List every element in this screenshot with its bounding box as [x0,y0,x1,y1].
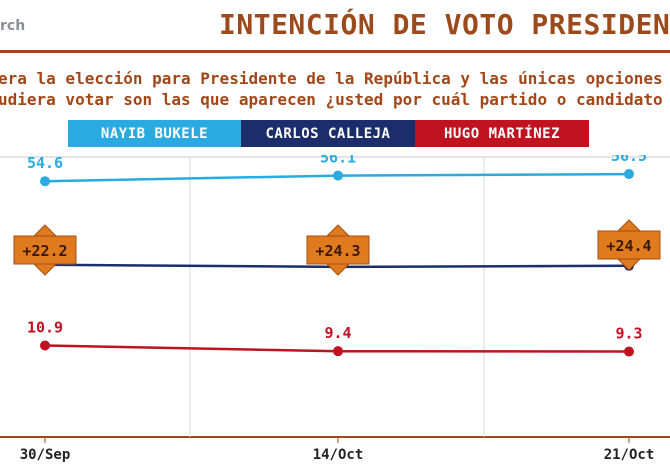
question-line-1: era la elección para Presidente de la Re… [0,69,670,88]
data-label-0-0: 54.6 [27,155,63,172]
legend: NAYIB BUKELE CARLOS CALLEJA HUGO MARTÍNE… [68,120,589,147]
question-line-2: udiera votar son las que aparecen ¿usted… [0,90,670,109]
data-label-2-2: 9.3 [615,325,642,343]
chart-title: INTENCIÓN DE VOTO PRESIDENC [219,8,670,41]
x-tick-label-2: 21/Oct [604,447,655,463]
x-tick-label-1: 14/Oct [313,447,364,463]
data-point-0-1 [333,170,343,181]
data-label-0-2: 56.5 [611,155,647,165]
line-chart: 54.656.156.532.431.832.110.99.49.3+22.2+… [0,155,670,463]
data-point-2-2 [624,346,634,357]
data-point-2-1 [333,346,343,357]
gap-badge-box-1 [306,235,370,265]
gap-badge-label-0: +22.2 [22,242,67,260]
legend-item-bukele: NAYIB BUKELE [68,120,241,147]
data-point-0-2 [624,169,634,180]
gap-badge-box-2 [597,230,661,260]
legend-item-martinez: HUGO MARTÍNEZ [415,120,589,147]
data-label-2-0: 10.9 [27,319,63,337]
gap-badge-label-2: +24.4 [606,237,651,255]
data-point-2-0 [40,340,50,351]
x-tick-label-0: 30/Sep [20,447,71,463]
data-label-2-1: 9.4 [324,324,351,342]
brand-text: rch [0,18,26,34]
legend-item-calleja: CARLOS CALLEJA [241,120,415,147]
gap-badge-label-1: +24.3 [315,242,360,260]
title-rule [0,50,670,53]
gap-badge-box-0 [13,235,77,265]
data-point-0-0 [40,176,50,187]
data-label-0-1: 56.1 [320,155,356,167]
